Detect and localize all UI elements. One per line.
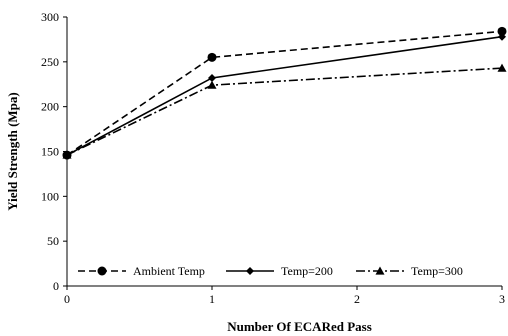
x-tick-label: 3: [499, 292, 505, 306]
legend-item: Temp=300: [356, 264, 463, 278]
y-tick-label: 250: [41, 55, 59, 69]
series-diamond: [63, 32, 506, 160]
y-axis-title: Yield Strength (Mpa): [5, 92, 20, 210]
legend-label: Ambient Temp: [133, 264, 205, 278]
legend-label: Temp=200: [281, 264, 333, 278]
legend-label: Temp=300: [411, 264, 463, 278]
legend-item: Ambient Temp: [78, 264, 205, 278]
y-tick-label: 300: [41, 10, 59, 24]
y-tick-label: 150: [41, 145, 59, 159]
series-triangle: [62, 63, 507, 159]
y-tick-label: 100: [41, 189, 59, 203]
data-point: [208, 73, 216, 82]
series-circle: [62, 26, 507, 160]
x-axis-title: Number Of ECARed Pass: [227, 319, 372, 334]
x-tick-label: 2: [354, 292, 360, 306]
series-line: [66, 30, 503, 156]
y-tick-label: 200: [41, 100, 59, 114]
data-point: [62, 150, 72, 159]
legend-marker: [97, 266, 107, 276]
legend-marker: [246, 267, 254, 275]
x-tick-label: 0: [64, 292, 70, 306]
y-tick-label: 0: [53, 279, 59, 293]
legend-marker: [375, 266, 385, 275]
legend-item: Temp=200: [226, 264, 333, 278]
data-point: [497, 26, 507, 36]
axes: [66, 17, 502, 287]
y-tick-label: 50: [47, 234, 59, 248]
data-point: [207, 52, 217, 62]
data-point: [497, 63, 507, 72]
x-tick-label: 1: [209, 292, 215, 306]
series-line: [66, 35, 503, 156]
data-point: [498, 32, 506, 41]
data-point: [207, 80, 217, 89]
legend: Ambient Temp Temp=200 Temp=300: [78, 264, 463, 278]
